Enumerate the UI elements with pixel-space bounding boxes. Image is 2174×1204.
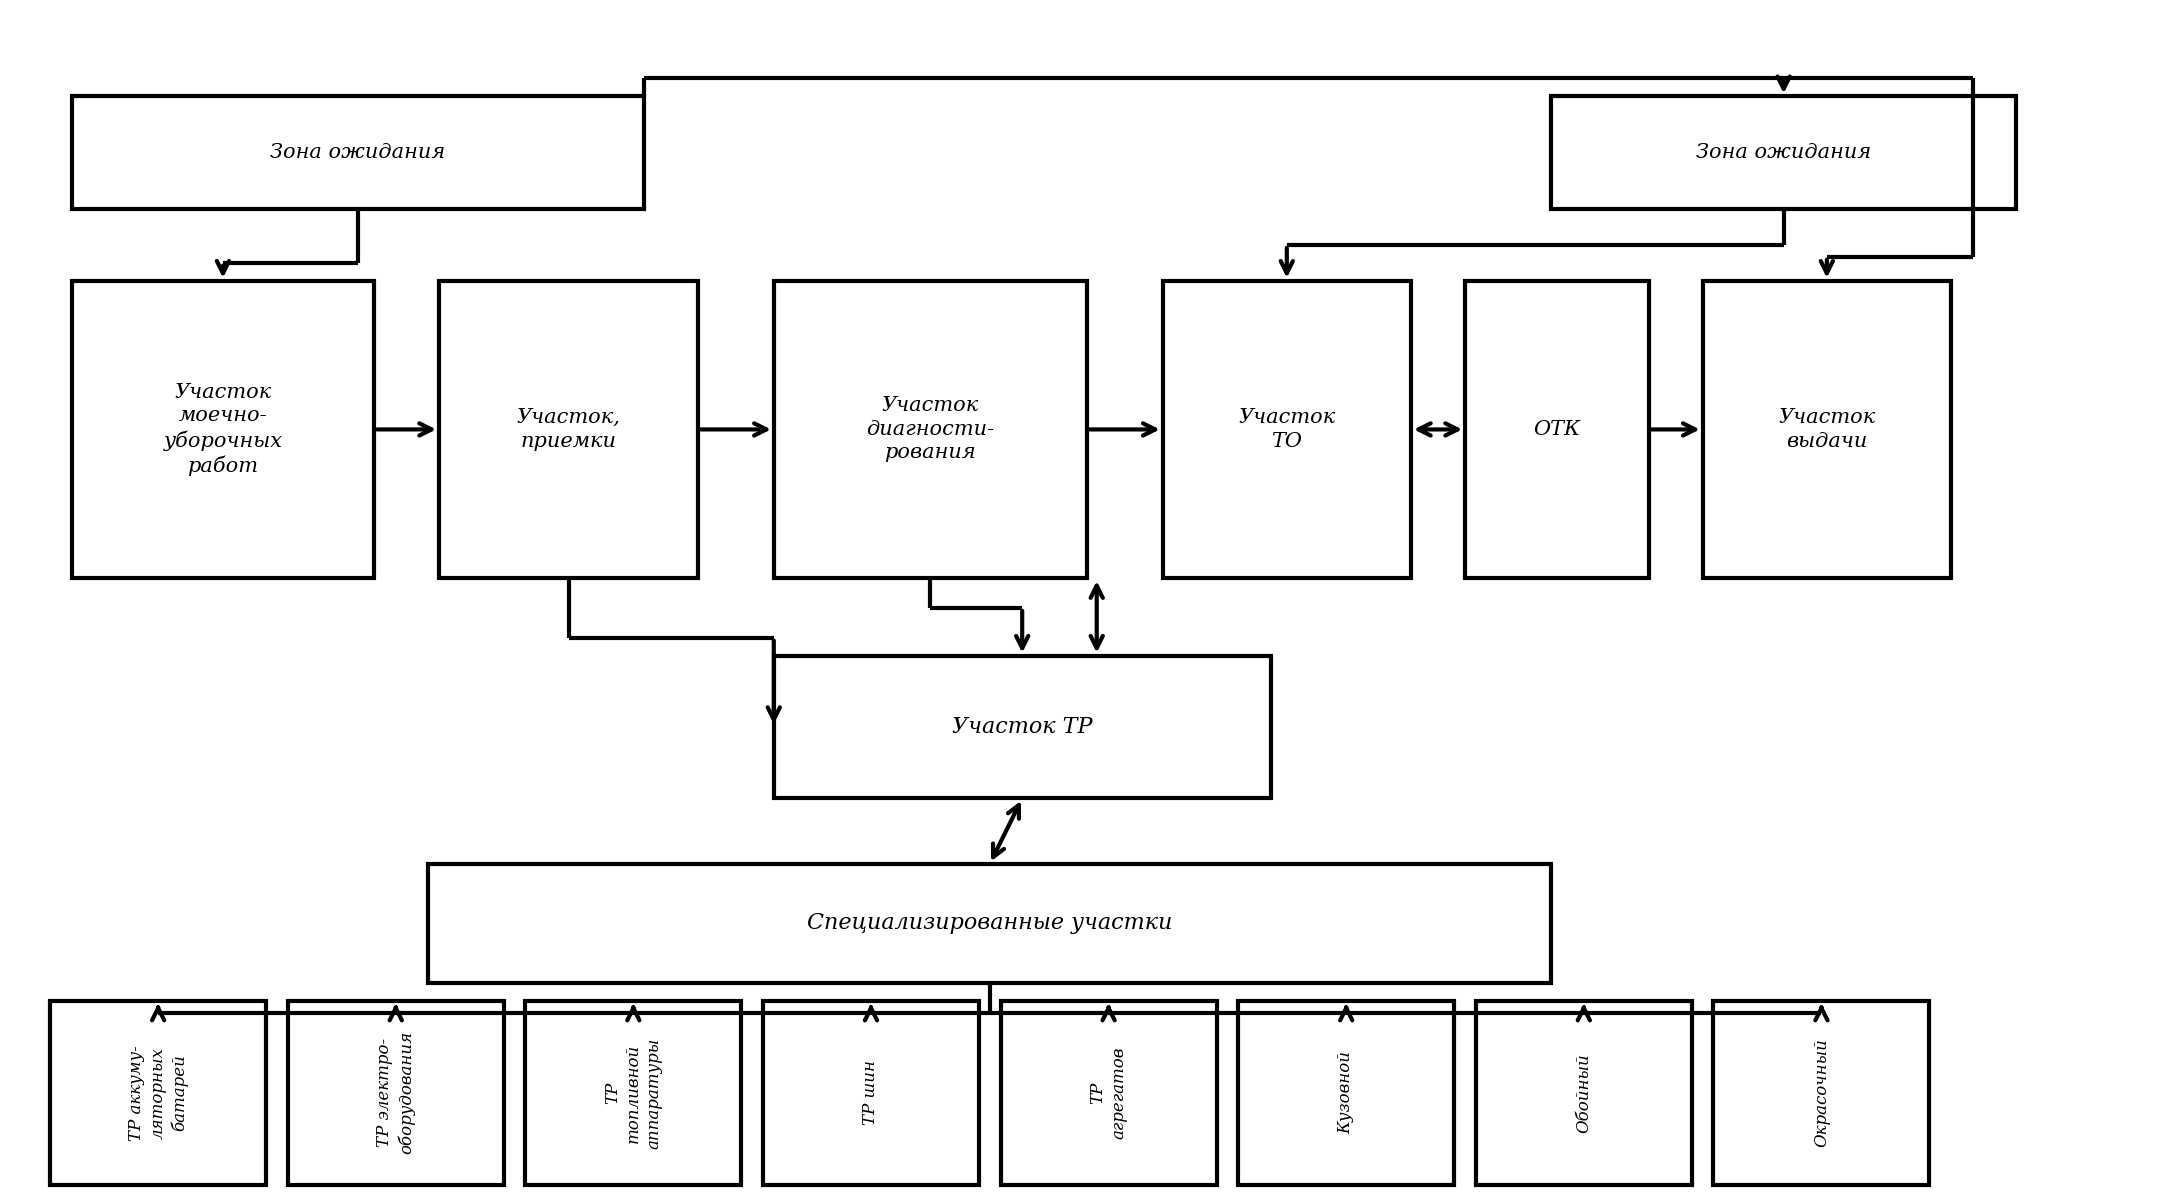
FancyBboxPatch shape (428, 863, 1552, 982)
Text: ТР
агрегатов: ТР агрегатов (1089, 1046, 1128, 1139)
Text: Участок,
приемки: Участок, приемки (517, 408, 620, 450)
Text: ТР электро-
оборудования: ТР электро- оборудования (376, 1032, 415, 1155)
FancyBboxPatch shape (774, 281, 1087, 578)
Text: ТР
топливной
аппаратуры: ТР топливной аппаратуры (604, 1038, 663, 1149)
FancyBboxPatch shape (1702, 281, 1950, 578)
Text: Участок
моечно-
уборочных
работ: Участок моечно- уборочных работ (163, 383, 283, 476)
FancyBboxPatch shape (439, 281, 698, 578)
FancyBboxPatch shape (1239, 1001, 1454, 1185)
FancyBboxPatch shape (526, 1001, 741, 1185)
FancyBboxPatch shape (72, 281, 374, 578)
Text: ОТК: ОТК (1533, 420, 1580, 439)
Text: Зона ожидания: Зона ожидания (270, 143, 446, 163)
Text: ТР шин: ТР шин (863, 1061, 880, 1126)
FancyBboxPatch shape (763, 1001, 978, 1185)
FancyBboxPatch shape (1000, 1001, 1217, 1185)
FancyBboxPatch shape (774, 655, 1270, 798)
Text: Участок
диагности-
рования: Участок диагности- рования (865, 396, 994, 462)
FancyBboxPatch shape (1552, 96, 2015, 209)
FancyBboxPatch shape (1465, 281, 1648, 578)
Text: Кузовной: Кузовной (1337, 1051, 1354, 1134)
Text: Участок
выдачи: Участок выдачи (1778, 408, 1876, 450)
FancyBboxPatch shape (72, 96, 644, 209)
Text: ТР аккуму-
ляторных
батарей: ТР аккуму- ляторных батарей (128, 1045, 187, 1141)
Text: Участок
ТО: Участок ТО (1239, 408, 1335, 450)
Text: Участок ТР: Участок ТР (952, 716, 1094, 738)
FancyBboxPatch shape (50, 1001, 265, 1185)
Text: Окрасочный: Окрасочный (1813, 1039, 1831, 1147)
FancyBboxPatch shape (1476, 1001, 1691, 1185)
FancyBboxPatch shape (287, 1001, 504, 1185)
Text: Обойный: Обойный (1576, 1054, 1591, 1133)
Text: Зона ожидания: Зона ожидания (1696, 143, 1872, 163)
FancyBboxPatch shape (1163, 281, 1411, 578)
FancyBboxPatch shape (1713, 1001, 1931, 1185)
Text: Специализированные участки: Специализированные участки (807, 913, 1172, 934)
